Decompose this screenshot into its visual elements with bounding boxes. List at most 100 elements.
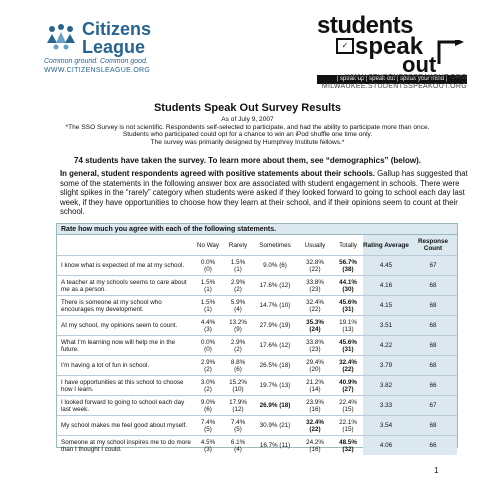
subtitle-line: *The SSO Survey is not scientific. Respo… xyxy=(65,123,430,131)
cell-count: (22) xyxy=(309,265,321,273)
cell-count: (13) xyxy=(342,325,354,333)
cell-percent: 1.5% xyxy=(230,258,246,266)
cell-noway: 3.0% (2) xyxy=(193,375,223,396)
table-row: I have opportunities at this school to c… xyxy=(57,375,457,396)
cell-percent: 23.9% xyxy=(306,398,324,406)
col-header: Rating Average xyxy=(363,235,409,256)
cell-count: (10) xyxy=(232,385,244,393)
subtitle-block: As of July 9, 2007 *The SSO Survey is no… xyxy=(0,116,495,146)
demographics-note: 74 students have taken the survey. To le… xyxy=(74,156,421,165)
cell-percent: 29.4% xyxy=(306,358,324,366)
cell-count: (2) xyxy=(204,365,212,373)
table-row: What I’m learning now will help me in th… xyxy=(57,335,457,356)
cell-rarely: 5.9% (4) xyxy=(223,295,253,316)
cell-percent: 7.4% xyxy=(230,418,246,426)
cell-percent: 22.1% xyxy=(339,418,357,426)
cell-rarely: 17.9% (12) xyxy=(223,395,253,416)
cell-noway: 4.5% (3) xyxy=(193,435,223,455)
cell-response-count: 68 xyxy=(409,295,457,316)
col-header: Usually xyxy=(304,241,326,249)
cell-count: (16) xyxy=(309,445,321,453)
cell-statement: There is someone at my school who encour… xyxy=(57,295,193,316)
cell-percent: 56.7% xyxy=(339,258,357,266)
col-header: Totally xyxy=(339,241,357,249)
cell-rarely: 15.2% (10) xyxy=(223,375,253,396)
cell-noway: 0.0% (0) xyxy=(193,255,223,276)
cell-count: (32) xyxy=(342,445,354,453)
cell-count: (23) xyxy=(309,285,321,293)
cell-percent: 35.3% xyxy=(306,318,324,326)
cell-percent: 17.9% xyxy=(229,398,247,406)
cell-usually: 33.8% (23) xyxy=(297,335,333,356)
cell-percent: 15.2% xyxy=(229,378,247,386)
subtitle-line: The survey was primarily designed by Hum… xyxy=(150,138,345,146)
col-header: Rarely xyxy=(228,241,248,249)
logo-word-out: out xyxy=(402,52,437,77)
cell-rating-average: 4.22 xyxy=(363,335,409,356)
cell-usually: 32.4% (22) xyxy=(297,415,333,436)
logo-word-students: students xyxy=(317,12,414,39)
cell-rating-average: 3.33 xyxy=(363,395,409,416)
cell-count: (9) xyxy=(234,325,242,333)
cell-usually: 21.2% (14) xyxy=(297,375,333,396)
cell-count: (5) xyxy=(234,425,242,433)
cell-percent: 21.2% xyxy=(306,378,324,386)
cell-count: (1) xyxy=(204,305,212,313)
cell-count: (4) xyxy=(234,305,242,313)
table-header-row: No Way Rarely Sometimes Usually Totally … xyxy=(57,235,457,256)
cell-sometimes: 27.9% (19) xyxy=(253,315,297,336)
col-header: Sometimes xyxy=(259,241,291,249)
cell-response-count: 68 xyxy=(409,315,457,336)
students-speak-out-logo: students ✓ speak out | speak up | speak … xyxy=(317,12,467,84)
cell-percent: 22.4% xyxy=(339,398,357,406)
intro-bold: In general, student respondents agreed w… xyxy=(60,169,375,178)
cell-totally: 19.1% (13) xyxy=(333,315,363,336)
cell-rarely: 8.8% (6) xyxy=(223,355,253,376)
cell-percent: 33.8% xyxy=(306,338,324,346)
page-number: 1 xyxy=(434,466,439,475)
logo-word-speak: speak xyxy=(355,33,424,60)
intro-paragraph: In general, student respondents agreed w… xyxy=(60,169,468,217)
table-row: A teacher at my schools seems to care ab… xyxy=(57,275,457,296)
cell-percent: 4.4% xyxy=(200,318,216,326)
cell-sometimes: 26.9% (18) xyxy=(253,395,297,416)
cell-rarely: 2.9% (2) xyxy=(223,335,253,356)
cell-totally: 22.4% (15) xyxy=(333,395,363,416)
cell-statement: I looked forward to going to school each… xyxy=(57,395,193,416)
cell-percent: 45.6% xyxy=(339,298,357,306)
cell-totally: 45.6% (31) xyxy=(333,335,363,356)
cell-count: (3) xyxy=(204,445,212,453)
cell-sometimes: 30.9% (21) xyxy=(253,415,297,436)
cell-count: (0) xyxy=(204,345,212,353)
cell-count: (2) xyxy=(234,345,242,353)
cell-response-count: 66 xyxy=(409,435,457,455)
cell-count: (2) xyxy=(234,285,242,293)
cell-percent: 0.0% xyxy=(200,258,216,266)
cell-statement: A teacher at my schools seems to care ab… xyxy=(57,275,193,296)
cell-noway: 0.0% (0) xyxy=(193,335,223,356)
cell-totally: 40.9% (27) xyxy=(333,375,363,396)
cell-totally: 45.6% (31) xyxy=(333,295,363,316)
table-row: I know what is expected of me at my scho… xyxy=(57,255,457,276)
cell-percent: 24.2% xyxy=(306,438,324,446)
cell-response-count: 68 xyxy=(409,355,457,376)
cell-rating-average: 3.82 xyxy=(363,375,409,396)
cell-noway: 7.4% (5) xyxy=(193,415,223,436)
cell-usually: 32.8% (22) xyxy=(297,255,333,276)
cell-rating-average: 3.51 xyxy=(363,315,409,336)
logo-tagline: | speak up | speak out | speak your mind… xyxy=(317,75,467,84)
survey-table: Rate how much you agree with each of the… xyxy=(56,223,458,455)
cell-count: (6) xyxy=(234,365,242,373)
cell-percent: 2.9% xyxy=(200,358,216,366)
subtitle-line: Students who participated could opt for … xyxy=(122,131,373,139)
cell-count: (23) xyxy=(309,345,321,353)
cell-count: (22) xyxy=(309,305,321,313)
cell-statement: What I’m learning now will help me in th… xyxy=(57,335,193,356)
cell-rarely: 2.9% (2) xyxy=(223,275,253,296)
url-milwaukee: MILWAUKEE.STUDENTSSPEAKOUT.ORG xyxy=(321,83,467,90)
cell-percent: 19.1% xyxy=(339,318,357,326)
cell-sometimes: 16.7% (11) xyxy=(253,435,297,455)
cell-percent: 3.0% xyxy=(200,378,216,386)
cell-percent: 45.6% xyxy=(339,338,357,346)
logo-name-line1: Citizens xyxy=(82,19,152,39)
